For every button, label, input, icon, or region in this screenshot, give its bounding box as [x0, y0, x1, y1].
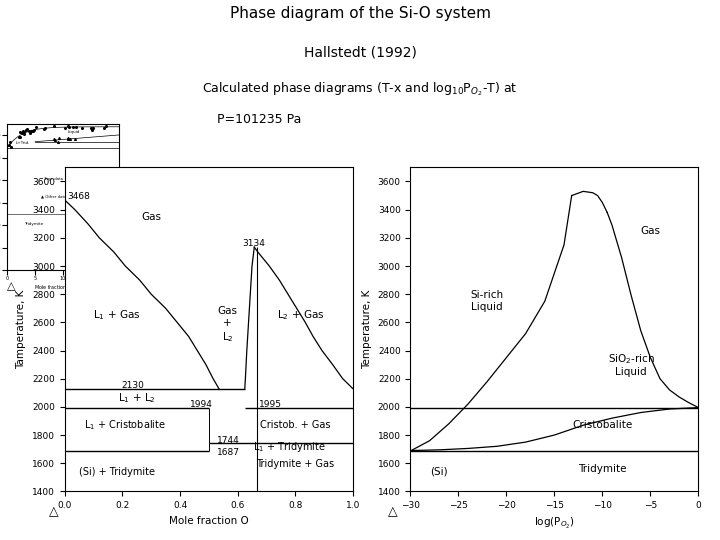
Point [19, 127, 30, 136]
Point [14, 128, 26, 137]
Text: Hallstedt (1992): Hallstedt (1992) [304, 45, 416, 59]
Point [86, 123, 97, 132]
Text: Tridymite + Gas: Tridymite + Gas [256, 459, 334, 469]
Point [28, 125, 40, 134]
Point [48, 122, 60, 130]
Point [63, 123, 74, 132]
Point [18, 130, 30, 138]
Point [22, 125, 33, 133]
Text: P=101235 Pa: P=101235 Pa [217, 113, 302, 126]
Text: 3134: 3134 [242, 239, 265, 248]
Text: Tridymite: Tridymite [578, 464, 626, 474]
Text: Si-rich
Liquid: Si-rich Liquid [471, 291, 504, 312]
Text: Gas: Gas [141, 212, 161, 222]
Text: △: △ [49, 505, 59, 519]
Point [5, 143, 17, 151]
Point [26, 126, 37, 135]
Point [20, 126, 32, 134]
Point [17, 129, 29, 138]
Text: L$_1$ + Cristobalite: L$_1$ + Cristobalite [84, 418, 166, 432]
Point [13, 133, 24, 141]
Point [50, 136, 61, 145]
Point [17, 127, 29, 136]
Point [62, 134, 73, 143]
Point [25, 126, 37, 135]
Text: Tridymite: Tridymite [24, 222, 43, 226]
Point [23, 127, 35, 136]
Text: Gas: Gas [640, 226, 660, 236]
X-axis label: Mole fraction O  (10$^{-6}$): Mole fraction O (10$^{-6}$) [35, 282, 91, 293]
Y-axis label: Tamperature, K: Tamperature, K [17, 290, 27, 369]
Text: Liquid: Liquid [68, 130, 81, 134]
Point [31, 123, 42, 131]
Point [98, 124, 109, 132]
Point [27, 127, 39, 136]
Point [14, 133, 25, 141]
Point [100, 122, 112, 130]
Point [27, 127, 38, 136]
Text: Cristobalite: Cristobalite [572, 420, 633, 430]
Point [69, 135, 81, 144]
X-axis label: log(P$_{O_2}$): log(P$_{O_2}$) [534, 516, 575, 531]
Text: SiO$_2$-rich
Liquid: SiO$_2$-rich Liquid [608, 352, 654, 377]
Point [3, 141, 14, 150]
Point [67, 123, 78, 132]
Y-axis label: Temperature, K: Temperature, K [362, 290, 372, 369]
Text: (Si): (Si) [431, 467, 448, 477]
Point [40, 123, 51, 132]
Point [17, 129, 28, 137]
Point [4, 138, 16, 146]
Text: L$_1$ + Gas: L$_1$ + Gas [93, 308, 140, 322]
Point [87, 124, 99, 133]
Text: L$_1$ + Tridymite: L$_1$ + Tridymite [253, 440, 325, 454]
Point [63, 122, 74, 131]
Text: 2130: 2130 [121, 381, 144, 389]
Text: • Exp. data: • Exp. data [41, 177, 63, 181]
Text: 1687: 1687 [217, 448, 240, 457]
Text: △: △ [7, 281, 16, 291]
Text: L$_2$ + Gas: L$_2$ + Gas [277, 308, 325, 322]
Text: (Si) + Tridymite: (Si) + Tridymite [78, 467, 155, 477]
Point [38, 125, 50, 134]
X-axis label: Mole fraction O: Mole fraction O [169, 516, 248, 525]
Point [24, 129, 35, 137]
Text: Calculated phase diagrams (T-x and log$_{10}$P$_{O_2}$-T) at: Calculated phase diagrams (T-x and log$_… [202, 81, 518, 98]
Text: L$_1$ + L$_2$: L$_1$ + L$_2$ [118, 391, 156, 404]
Point [53, 138, 64, 146]
Text: 1744: 1744 [217, 436, 240, 445]
Point [86, 125, 97, 134]
Text: 1995: 1995 [259, 400, 282, 409]
Point [48, 135, 60, 144]
Point [64, 134, 76, 143]
Text: △: △ [387, 505, 397, 519]
Point [63, 134, 74, 143]
Point [60, 124, 71, 132]
Point [76, 123, 87, 132]
Point [53, 133, 64, 142]
Text: Gas
+
L$_2$: Gas + L$_2$ [217, 307, 238, 344]
Text: L+Trid.: L+Trid. [16, 141, 30, 145]
Point [71, 123, 82, 131]
Text: Cristob. + Gas: Cristob. + Gas [260, 420, 330, 430]
Text: Phase diagram of the Si-O system: Phase diagram of the Si-O system [230, 6, 490, 21]
Text: 3468: 3468 [67, 192, 90, 201]
Text: ▲ Other data: ▲ Other data [41, 194, 66, 198]
Text: 1994: 1994 [190, 400, 213, 409]
